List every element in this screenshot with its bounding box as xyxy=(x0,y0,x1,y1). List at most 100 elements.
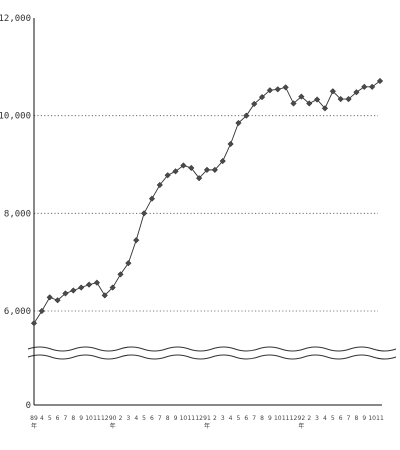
x-tick-label: 89 xyxy=(30,415,38,422)
x-tick-label: 9 xyxy=(268,415,272,422)
data-point xyxy=(148,195,156,202)
data-point xyxy=(78,284,85,291)
data-point xyxy=(133,237,140,244)
x-tick-label: 5 xyxy=(331,415,335,422)
data-point xyxy=(361,83,368,91)
x-tick-label: 11 xyxy=(93,415,101,422)
x-tick-label: 12 xyxy=(195,415,203,422)
x-tick-label: 5 xyxy=(48,415,52,422)
x-tick-label: 8 xyxy=(354,415,358,422)
data-point xyxy=(164,172,171,179)
x-tick-label: 6 xyxy=(56,415,60,422)
grid-lines xyxy=(34,115,378,312)
data-point xyxy=(211,166,219,174)
data-point xyxy=(195,175,203,182)
x-tick-label: 4 xyxy=(323,415,327,422)
data-point xyxy=(368,83,376,91)
axis-break-wave-top xyxy=(27,346,397,352)
data-point xyxy=(266,87,274,94)
x-tick-label: 10 xyxy=(180,415,188,422)
data-point xyxy=(54,297,61,304)
x-tick-label: 11 xyxy=(187,415,195,422)
axis-break-mark xyxy=(26,346,397,360)
data-point xyxy=(345,95,352,103)
x-tick-label: 7 xyxy=(158,415,162,422)
y-tick-label: 10,000 xyxy=(0,112,31,122)
data-point xyxy=(219,157,226,165)
data-point xyxy=(251,100,258,108)
x-tick-label: 8 xyxy=(71,415,75,422)
x-tick-label: 12 xyxy=(101,415,109,422)
x-tick-label: 10 xyxy=(85,415,93,422)
x-tick-label: 9 xyxy=(79,415,83,422)
data-point xyxy=(329,88,336,95)
data-point xyxy=(235,119,242,127)
x-year-label: 年 xyxy=(298,422,304,430)
data-point xyxy=(38,307,46,315)
data-point xyxy=(30,320,38,327)
series-group xyxy=(30,77,384,327)
x-year-label: 年 xyxy=(204,422,210,430)
x-tick-label: 6 xyxy=(150,415,154,422)
data-point xyxy=(290,100,297,107)
data-point xyxy=(258,93,266,101)
series-line xyxy=(33,80,381,324)
axis-break-gap xyxy=(26,347,386,359)
y-tick-label: 6,000 xyxy=(4,307,31,317)
x-year-label: 年 xyxy=(110,422,116,430)
x-tick-label: 91 xyxy=(203,415,211,422)
data-point xyxy=(298,93,305,100)
x-tick-label: 10 xyxy=(274,415,282,422)
data-point xyxy=(227,140,234,148)
data-point xyxy=(274,86,281,93)
data-point xyxy=(337,95,344,103)
x-tick-label: 12 xyxy=(290,415,298,422)
x-tick-label: 6 xyxy=(244,415,248,422)
axis-break-wave-bottom xyxy=(27,354,397,360)
x-tick-label: 3 xyxy=(126,415,130,422)
x-tick-label: 8 xyxy=(260,415,264,422)
x-tick-label: 4 xyxy=(40,415,44,422)
x-tick-label: 2 xyxy=(213,415,217,422)
x-tick-label: 8 xyxy=(166,415,170,422)
x-tick-label: 3 xyxy=(315,415,319,422)
x-tick-label: 11 xyxy=(282,415,290,422)
data-point xyxy=(282,84,289,91)
y-tick-label: 8,000 xyxy=(4,209,31,219)
data-point xyxy=(243,112,250,119)
data-point xyxy=(109,284,116,291)
x-tick-label: 9 xyxy=(362,415,366,422)
y-tick-labels: 0 6,000 8,000 10,000 12,000 xyxy=(0,14,31,411)
x-tick-label: 7 xyxy=(64,415,68,422)
data-point xyxy=(376,77,384,85)
data-point xyxy=(156,181,163,189)
data-point xyxy=(93,279,101,286)
x-tick-label: 7 xyxy=(347,415,351,422)
x-tick-label: 4 xyxy=(134,415,138,422)
data-point xyxy=(85,281,93,288)
x-tick-label: 7 xyxy=(252,415,256,422)
data-point xyxy=(46,294,53,301)
y-tick-label: 12,000 xyxy=(0,14,31,24)
x-tick-label: 9 xyxy=(174,415,178,422)
data-point xyxy=(140,210,148,217)
data-point xyxy=(180,162,187,169)
x-tick-label: 2 xyxy=(119,415,123,422)
data-point xyxy=(101,292,108,299)
x-tick-label: 90 xyxy=(109,415,117,422)
data-point xyxy=(62,290,69,297)
data-point xyxy=(172,168,179,175)
x-tick-label: 5 xyxy=(237,415,241,422)
x-tick-label: 92 xyxy=(298,415,306,422)
data-point xyxy=(313,96,321,103)
data-point xyxy=(353,89,360,96)
x-tick-label: 4 xyxy=(229,415,233,422)
x-tick-label: 10 xyxy=(368,415,376,422)
data-point xyxy=(203,166,211,174)
x-year-label: 年 xyxy=(31,422,37,430)
data-point xyxy=(117,271,124,278)
x-tick-labels: 89 4 5 6 7 8 9 10 11 12 90 2 3 4 5 6 7 8 9 10 11 12 91 2 3 4 5 6 7 8 9… xyxy=(30,415,384,430)
x-tick-label: 5 xyxy=(142,415,146,422)
x-tick-label: 3 xyxy=(221,415,225,422)
